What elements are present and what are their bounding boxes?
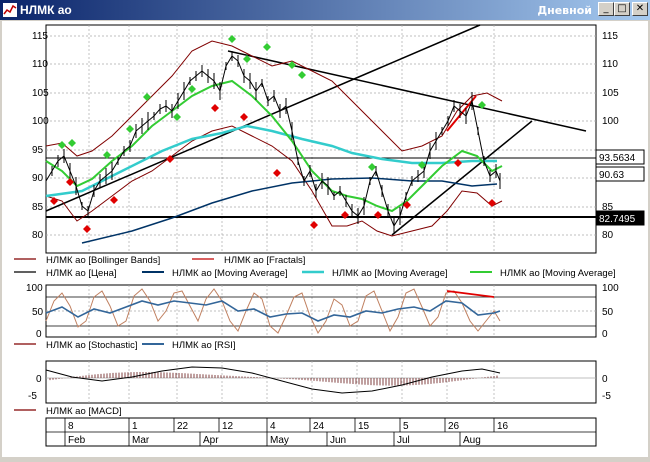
price-axis-right: 115 110 105 100 90 85 80 xyxy=(602,31,619,241)
legend-fractals: НЛМК ао [Fractals] xyxy=(224,255,305,266)
price-tick-label: 115 xyxy=(602,31,618,42)
minimize-button[interactable]: _ xyxy=(598,2,614,16)
price-tick-label: 105 xyxy=(32,88,49,99)
support-price-label: 82.7495 xyxy=(599,214,636,225)
resistance-price-label: 93.5634 xyxy=(599,153,636,164)
trendline-up-short[interactable] xyxy=(391,120,533,236)
price-tick-label: 100 xyxy=(602,116,619,127)
day-label: 15 xyxy=(358,421,370,432)
osc-tick-label: 100 xyxy=(602,283,619,294)
day-label: 5 xyxy=(403,421,409,432)
support-price-tag xyxy=(595,210,645,226)
price-candles xyxy=(45,51,501,234)
timeframe-label: Дневной xyxy=(537,4,592,17)
legend-macd: НЛМК ао [MACD] xyxy=(46,406,122,417)
macd-legend: НЛМК ао [MACD] xyxy=(14,406,122,417)
price-axis-left: 115 110 105 100 95 90 85 80 xyxy=(32,31,49,241)
moving-average-green xyxy=(45,79,503,213)
macd-tick-label: 0 xyxy=(602,374,608,385)
price-tick-label: 100 xyxy=(32,116,49,127)
day-label: 8 xyxy=(68,421,74,432)
day-label: 12 xyxy=(222,421,234,432)
trendline-down[interactable] xyxy=(227,50,587,132)
last-price-label: 90.63 xyxy=(599,170,624,181)
fractal-down-markers xyxy=(50,104,496,233)
legend-ma-dark: НЛМК ао [Moving Average] xyxy=(172,268,288,279)
maximize-icon: □ xyxy=(617,3,627,14)
bollinger-lower xyxy=(45,125,503,237)
close-icon: ✕ xyxy=(635,3,645,14)
legend-ma-green: НЛМК ао [Moving Average] xyxy=(500,268,616,279)
day-labels: 8 1 22 12 4 24 15 5 26 16 xyxy=(68,421,509,432)
month-labels: Feb Mar Apr May Jun Jul Aug xyxy=(68,435,481,446)
day-label: 24 xyxy=(313,421,325,432)
price-plot-area[interactable] xyxy=(45,24,597,254)
legend-stochastic: НЛМК ао [Stochastic] xyxy=(46,340,138,351)
price-legend: НЛМК ао [Bollinger Bands] НЛМК ао [Fract… xyxy=(14,255,616,279)
price-tick-label: 110 xyxy=(602,59,618,70)
price-tick-label: 90 xyxy=(32,173,44,184)
price-tick-label: 80 xyxy=(602,230,614,241)
fractal-up-markers xyxy=(58,35,486,171)
price-tick-label: 110 xyxy=(32,59,48,70)
macd-axis: 0 -5 0 -5 xyxy=(28,374,611,402)
legend-rsi: НЛМК ао [RSI] xyxy=(172,340,236,351)
price-tick-label: 95 xyxy=(32,145,44,156)
legend-ma-cyan: НЛМК ао [Moving Average] xyxy=(332,268,448,279)
trendline-up-long[interactable] xyxy=(45,24,481,212)
month-label: Jun xyxy=(330,435,346,446)
legend-bollinger: НЛМК ао [Bollinger Bands] xyxy=(46,255,160,266)
day-label: 4 xyxy=(270,421,276,432)
price-tick-label: 85 xyxy=(602,202,614,213)
price-tick-label: 85 xyxy=(32,202,44,213)
macd-tick-label: -5 xyxy=(602,391,611,402)
rsi-line xyxy=(45,300,501,322)
maximize-button[interactable]: □ xyxy=(614,2,630,16)
day-label: 26 xyxy=(448,421,460,432)
day-label: 1 xyxy=(132,421,138,432)
day-label: 16 xyxy=(497,421,509,432)
month-label: Jul xyxy=(397,435,410,446)
osc-tick-label: 100 xyxy=(26,283,43,294)
macd-tick-label: 0 xyxy=(36,374,42,385)
minimize-icon: _ xyxy=(603,3,609,14)
oscillator-axis: 100 50 0 100 50 0 xyxy=(26,283,619,340)
month-label: Apr xyxy=(203,435,219,446)
close-button[interactable]: ✕ xyxy=(632,2,648,16)
stochastic-line xyxy=(45,288,501,335)
bollinger-upper xyxy=(45,40,503,157)
macd-histogram xyxy=(49,371,498,386)
price-tick-label: 105 xyxy=(602,88,619,99)
osc-tick-label: 50 xyxy=(32,307,44,318)
last-price-tag xyxy=(595,166,645,182)
moving-average-dark xyxy=(81,177,498,244)
month-label: May xyxy=(270,435,289,446)
stochastic-divergence-line[interactable] xyxy=(446,290,495,298)
chart-app-icon xyxy=(3,3,17,17)
month-label: Aug xyxy=(463,435,481,446)
month-label: Mar xyxy=(132,435,150,446)
day-label: 22 xyxy=(177,421,189,432)
osc-tick-label: 0 xyxy=(602,329,608,340)
oscillator-legend: НЛМК ао [Stochastic] НЛМК ао [RSI] xyxy=(14,340,236,351)
stock-chart[interactable]: 115 110 105 100 95 90 85 80 115 110 105 … xyxy=(2,21,648,457)
window-title: НЛМК ао xyxy=(20,3,72,17)
title-bar[interactable]: НЛМК ао Дневной _ □ ✕ xyxy=(0,0,650,20)
price-tick-label: 115 xyxy=(32,31,48,42)
macd-tick-label: -5 xyxy=(28,391,37,402)
osc-tick-label: 0 xyxy=(36,329,42,340)
legend-price: НЛМК ао [Цена] xyxy=(46,268,117,279)
month-label: Feb xyxy=(68,435,86,446)
macd-line xyxy=(45,366,501,394)
resistance-price-tag xyxy=(595,149,645,165)
macd-plot-area[interactable] xyxy=(45,360,597,404)
chart-client-area: 115 110 105 100 95 90 85 80 115 110 105 … xyxy=(2,21,648,457)
price-tick-label: 80 xyxy=(32,230,44,241)
osc-tick-label: 50 xyxy=(602,307,614,318)
